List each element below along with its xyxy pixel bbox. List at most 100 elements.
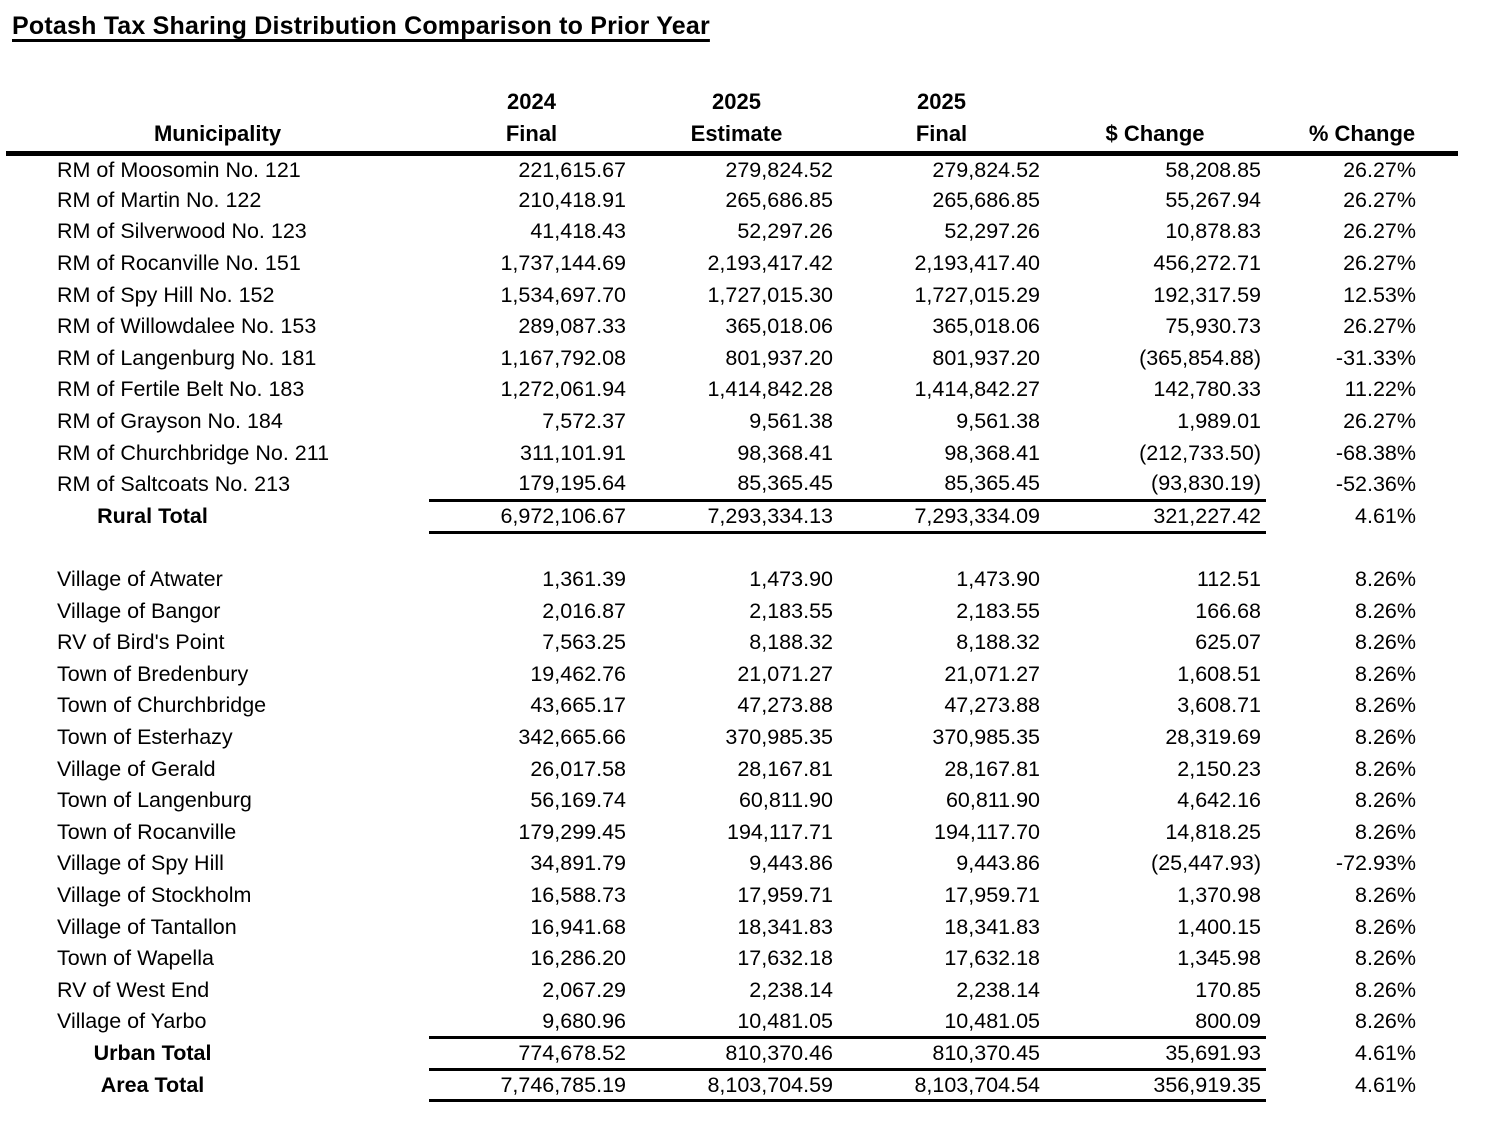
final-2025-cell: 801,937.20 <box>932 345 1040 370</box>
spacer-row <box>6 532 1458 564</box>
estimate-2025-column-header: Estimate <box>634 115 839 156</box>
year-pct-change-spacer <box>1266 85 1458 115</box>
municipality-cell: Village of Bangor <box>57 598 221 623</box>
total-row: Area Total 7,746,785.19 8,103,704.59 8,103,… <box>6 1067 1458 1103</box>
municipality-cell: Town of Rocanville <box>57 819 237 844</box>
dollar-change-cell: (212,733.50) <box>1139 440 1261 465</box>
pct-change-cell: 8.26% <box>1355 914 1416 939</box>
municipality-cell: RM of Silverwood No. 123 <box>57 219 307 244</box>
table-row: Town of Churchbridge 43,665.17 47,273.88 47… <box>6 690 1458 722</box>
estimate-2025-cell: 279,824.52 <box>725 157 833 182</box>
municipality-cell: Town of Wapella <box>57 946 214 971</box>
year-2025-estimate-header: 2025 <box>712 89 761 114</box>
dollar-change-cell: (365,854.88) <box>1139 345 1261 370</box>
pct-change-cell: 4.61% <box>1355 503 1416 528</box>
final-2025-cell: 194,117.70 <box>933 819 1040 844</box>
total-row: Urban Total 774,678.52 810,370.46 810,370.4… <box>6 1036 1458 1071</box>
year-2025-final-header: 2025 <box>917 89 966 114</box>
municipality-cell: RM of Martin No. 122 <box>57 187 262 212</box>
final-2024-cell: 6,972,106.67 <box>429 499 634 534</box>
comparison-table: 2024 2025 2025 Municipality Final Estima… <box>6 85 1458 1103</box>
header-label-row: Municipality Final Estimate Final $ Chan… <box>6 115 1458 156</box>
dollar-change-cell: 625.07 <box>1195 630 1261 655</box>
estimate-2025-cell: 2,193,417.42 <box>707 251 833 276</box>
table-row: RM of Spy Hill No. 152 1,534,697.70 1,727,… <box>6 279 1458 311</box>
municipality-cell: RM of Grayson No. 184 <box>57 409 283 434</box>
final-2025-cell: 365,018.06 <box>932 314 1040 339</box>
final-2025-cell: 279,824.52 <box>932 157 1040 182</box>
dollar-change-cell: 4,642.16 <box>1177 788 1261 813</box>
final-2025-cell: 1,473.90 <box>956 567 1040 592</box>
pct-change-cell: 8.26% <box>1355 598 1416 623</box>
dollar-change-cell: 35,691.93 <box>1044 1036 1266 1071</box>
final-2024-cell: 26,017.58 <box>530 756 626 781</box>
estimate-2025-cell <box>634 532 839 564</box>
dollar-change-cell: 356,919.35 <box>1044 1067 1266 1103</box>
estimate-2025-cell: 7,293,334.13 <box>634 499 839 534</box>
final-2025-cell: 7,293,334.09 <box>839 499 1044 534</box>
dollar-change-cell: 75,930.73 <box>1165 314 1261 339</box>
final-2024-cell: 9,680.96 <box>542 1008 626 1033</box>
estimate-2025-cell: 1,727,015.30 <box>707 282 833 307</box>
total-row: Rural Total 6,972,106.67 7,293,334.13 7,293… <box>6 499 1458 534</box>
final-2025-cell: 60,811.90 <box>945 788 1040 813</box>
table-row: Village of Bangor 2,016.87 2,183.55 2,183.5… <box>6 595 1458 627</box>
pct-change-column-header: % Change <box>1266 115 1458 156</box>
page-title: Potash Tax Sharing Distribution Comparis… <box>12 12 710 40</box>
dollar-change-cell: 28,319.69 <box>1165 724 1261 749</box>
pct-change-cell: 26.27% <box>1343 251 1416 276</box>
table-row: Village of Atwater 1,361.39 1,473.90 1,473.… <box>6 564 1458 596</box>
municipality-cell <box>6 532 429 564</box>
dollar-change-cell: 55,267.94 <box>1165 187 1261 212</box>
year-dollar-change-spacer <box>1044 85 1266 115</box>
final-2025-cell: 370,985.35 <box>932 724 1040 749</box>
final-2024-cell: 179,195.64 <box>518 471 626 496</box>
table-row: Town of Bredenbury 19,462.76 21,071.27 21,0… <box>6 659 1458 691</box>
estimate-2025-cell: 17,959.71 <box>737 882 833 907</box>
table-row: Village of Stockholm 16,588.73 17,959.71 17… <box>6 880 1458 912</box>
municipality-cell: Town of Bredenbury <box>57 661 249 686</box>
estimate-2025-cell: 194,117.71 <box>726 819 833 844</box>
final-2024-cell: 7,572.37 <box>542 409 626 434</box>
table-row: Village of Yarbo 9,680.96 10,481.05 10,481.… <box>6 1006 1458 1038</box>
year-2024-header: 2024 <box>507 89 556 114</box>
final-2024-cell: 1,534,697.70 <box>500 282 626 307</box>
table-row: RM of Martin No. 122 210,418.91 265,686.85… <box>6 185 1458 217</box>
final-2024-cell: 7,563.25 <box>542 630 626 655</box>
final-2024-cell: 774,678.52 <box>429 1036 634 1071</box>
pct-change-cell: 26.27% <box>1343 157 1416 182</box>
table-row: Town of Esterhazy 342,665.66 370,985.35 370… <box>6 722 1458 754</box>
estimate-2025-cell: 28,167.81 <box>737 756 833 781</box>
estimate-2025-cell: 9,443.86 <box>749 851 833 876</box>
municipality-cell: Village of Atwater <box>57 567 223 592</box>
pct-change-cell: 8.26% <box>1355 724 1416 749</box>
final-2025-cell: 52,297.26 <box>944 219 1040 244</box>
municipality-cell: Town of Langenburg <box>57 788 252 813</box>
final-2024-cell: 2,016.87 <box>542 598 626 623</box>
final-2025-cell: 8,103,704.54 <box>839 1067 1044 1103</box>
final-2025-cell: 9,443.86 <box>956 851 1040 876</box>
pct-change-cell: 8.26% <box>1355 946 1416 971</box>
dollar-change-cell: 1,400.15 <box>1177 914 1261 939</box>
final-2025-cell: 98,368.41 <box>944 440 1040 465</box>
final-2025-cell: 9,561.38 <box>956 409 1040 434</box>
dollar-change-cell: (25,447.93) <box>1151 851 1261 876</box>
pct-change-cell: 11.22% <box>1344 377 1416 402</box>
final-2024-cell: 16,286.20 <box>530 946 626 971</box>
table-row: RM of Churchbridge No. 211 311,101.91 98,3… <box>6 437 1458 469</box>
final-2024-cell: 1,361.39 <box>542 567 626 592</box>
final-2024-cell: 16,941.68 <box>530 914 626 939</box>
final-2024-cell: 43,665.17 <box>530 693 626 718</box>
municipality-cell: RM of Moosomin No. 121 <box>57 157 301 182</box>
estimate-2025-cell: 801,937.20 <box>725 345 833 370</box>
dollar-change-cell <box>1044 532 1266 564</box>
final-2024-cell: 210,418.91 <box>518 187 626 212</box>
pct-change-cell: 26.27% <box>1343 409 1416 434</box>
pct-change-cell: 8.26% <box>1355 819 1416 844</box>
table-row: RM of Grayson No. 184 7,572.37 9,561.38 9,5… <box>6 406 1458 438</box>
pct-change-cell: 8.26% <box>1355 630 1416 655</box>
municipality-cell: Area Total <box>100 1072 205 1097</box>
estimate-2025-cell: 8,188.32 <box>749 630 833 655</box>
pct-change-cell: -52.36% <box>1335 472 1416 497</box>
final-2025-column-header: Final <box>839 115 1044 156</box>
